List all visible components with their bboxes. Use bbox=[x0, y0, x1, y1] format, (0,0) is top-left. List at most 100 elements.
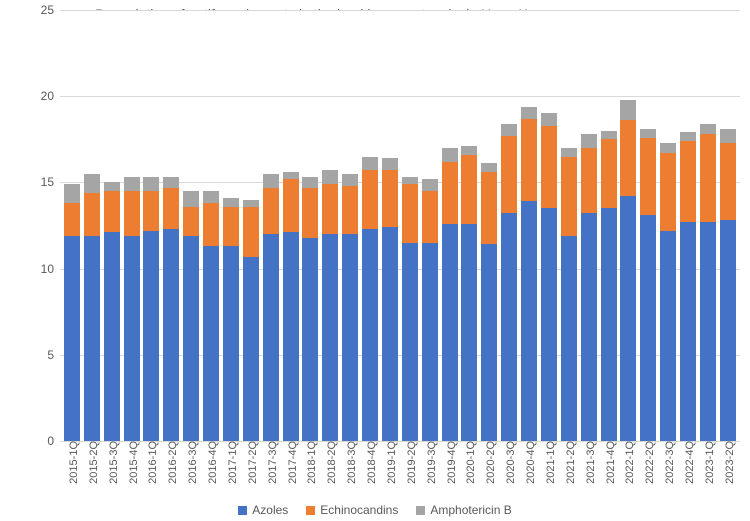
bar-segment bbox=[521, 201, 537, 441]
bar-segment bbox=[203, 191, 219, 203]
bar-slot: 2023-1Q bbox=[698, 10, 718, 441]
grid-line bbox=[60, 441, 740, 442]
bar-segment bbox=[263, 234, 279, 441]
bar-slot: 2021-1Q bbox=[539, 10, 559, 441]
bar bbox=[640, 129, 656, 441]
bar-segment bbox=[442, 224, 458, 441]
legend: AzolesEchinocandinsAmphotericin B bbox=[0, 503, 750, 517]
bar-slot: 2018-2Q bbox=[320, 10, 340, 441]
bar-segment bbox=[263, 174, 279, 188]
bar bbox=[64, 184, 80, 441]
bar-segment bbox=[481, 244, 497, 441]
bar bbox=[601, 131, 617, 441]
x-tick-label: 2021-2Q bbox=[561, 441, 577, 484]
bar-slot: 2022-2Q bbox=[638, 10, 658, 441]
bar-segment bbox=[402, 184, 418, 243]
bar-slot: 2016-4Q bbox=[201, 10, 221, 441]
bar-slot: 2022-3Q bbox=[658, 10, 678, 441]
bar bbox=[680, 132, 696, 441]
x-tick-label: 2020-4Q bbox=[521, 441, 537, 484]
bar-segment bbox=[183, 236, 199, 441]
bar bbox=[501, 124, 517, 441]
bar-segment bbox=[680, 141, 696, 222]
bar-segment bbox=[601, 208, 617, 441]
x-tick-label: 2017-3Q bbox=[263, 441, 279, 484]
bar-segment bbox=[561, 148, 577, 157]
x-tick-label: 2020-2Q bbox=[481, 441, 497, 484]
bar-segment bbox=[302, 238, 318, 441]
bar-segment bbox=[700, 124, 716, 134]
bar-segment bbox=[561, 157, 577, 236]
bar-segment bbox=[243, 207, 259, 257]
bar-slot: 2019-3Q bbox=[420, 10, 440, 441]
bar-segment bbox=[541, 113, 557, 125]
bar-slot: 2015-3Q bbox=[102, 10, 122, 441]
bar-segment bbox=[601, 139, 617, 208]
bar-segment bbox=[481, 163, 497, 172]
bar bbox=[263, 174, 279, 441]
bar-segment bbox=[124, 191, 140, 236]
bar bbox=[342, 174, 358, 441]
bar-segment bbox=[382, 227, 398, 441]
bar bbox=[84, 174, 100, 441]
bar-segment bbox=[322, 170, 338, 184]
x-tick-label: 2015-2Q bbox=[84, 441, 100, 484]
bar bbox=[541, 113, 557, 441]
bar-segment bbox=[124, 236, 140, 441]
bar-slot: 2017-1Q bbox=[221, 10, 241, 441]
bar-slot: 2018-4Q bbox=[360, 10, 380, 441]
x-tick-label: 2022-3Q bbox=[660, 441, 676, 484]
bar-slot: 2018-3Q bbox=[340, 10, 360, 441]
x-tick-label: 2021-4Q bbox=[601, 441, 617, 484]
bar-slot: 2018-1Q bbox=[301, 10, 321, 441]
bar-slot: 2019-1Q bbox=[380, 10, 400, 441]
x-tick-label: 2015-4Q bbox=[124, 441, 140, 484]
bar-segment bbox=[620, 120, 636, 196]
y-tick-label: 15 bbox=[30, 175, 60, 189]
bar-segment bbox=[402, 243, 418, 441]
bar-slot: 2017-3Q bbox=[261, 10, 281, 441]
bar-segment bbox=[283, 172, 299, 179]
bar-segment bbox=[442, 148, 458, 162]
bar-segment bbox=[700, 222, 716, 441]
x-tick-label: 2016-2Q bbox=[163, 441, 179, 484]
bar-slot: 2016-2Q bbox=[161, 10, 181, 441]
bar-segment bbox=[422, 179, 438, 191]
x-tick-label: 2019-2Q bbox=[402, 441, 418, 484]
bar-segment bbox=[64, 184, 80, 203]
bar-segment bbox=[143, 177, 159, 191]
bar-segment bbox=[680, 222, 696, 441]
bar-segment bbox=[402, 177, 418, 184]
bar-segment bbox=[243, 200, 259, 207]
legend-swatch bbox=[416, 506, 425, 515]
bar bbox=[382, 158, 398, 441]
bar-segment bbox=[720, 220, 736, 441]
bar-slot: 2020-1Q bbox=[460, 10, 480, 441]
x-tick-label: 2020-1Q bbox=[461, 441, 477, 484]
bar-slot: 2016-3Q bbox=[181, 10, 201, 441]
bar-segment bbox=[561, 236, 577, 441]
x-tick-label: 2019-1Q bbox=[382, 441, 398, 484]
bar-segment bbox=[581, 213, 597, 441]
bar bbox=[223, 198, 239, 441]
bar bbox=[283, 172, 299, 441]
x-tick-label: 2023-1Q bbox=[700, 441, 716, 484]
bar-slot: 2020-4Q bbox=[519, 10, 539, 441]
x-tick-label: 2021-3Q bbox=[581, 441, 597, 484]
bar-segment bbox=[322, 184, 338, 234]
bar-segment bbox=[720, 129, 736, 143]
bar-segment bbox=[501, 213, 517, 441]
y-tick-label: 0 bbox=[30, 434, 60, 448]
bar-segment bbox=[64, 203, 80, 236]
bar bbox=[481, 163, 497, 441]
bar-segment bbox=[362, 170, 378, 229]
bar-slot: 2022-4Q bbox=[678, 10, 698, 441]
x-tick-label: 2016-3Q bbox=[183, 441, 199, 484]
bar-segment bbox=[342, 186, 358, 234]
x-tick-label: 2020-3Q bbox=[501, 441, 517, 484]
bar-segment bbox=[223, 198, 239, 207]
bar-slot: 2017-2Q bbox=[241, 10, 261, 441]
bar-slot: 2017-4Q bbox=[281, 10, 301, 441]
bar-segment bbox=[183, 207, 199, 236]
bar-segment bbox=[720, 143, 736, 221]
